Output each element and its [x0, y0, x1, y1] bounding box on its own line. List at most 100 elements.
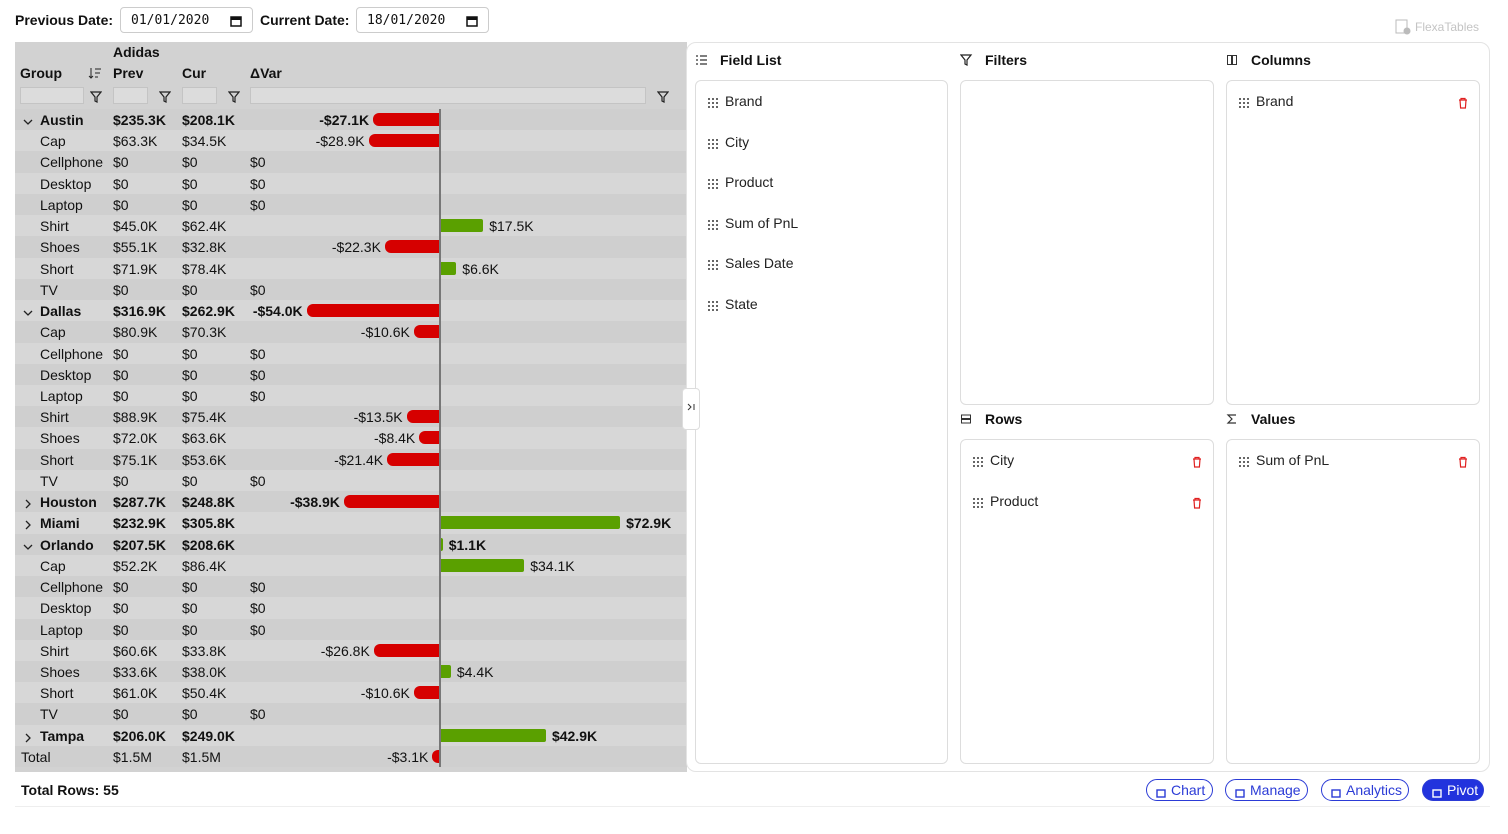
var-cell: $0 — [250, 345, 266, 362]
filters-icon — [959, 54, 973, 70]
group-cell: Laptop — [40, 196, 83, 213]
section-title: Field List — [720, 52, 782, 68]
previous-date-input[interactable]: 01/01/2020 — [120, 7, 253, 33]
group-cell: Cellphone — [40, 154, 104, 171]
row-background — [15, 682, 687, 704]
field-item[interactable]: Sum of PnL — [1256, 452, 1330, 468]
prev-cell: $75.1K — [113, 451, 158, 468]
prev-cell: $0 — [113, 154, 129, 171]
var-cell: $0 — [250, 600, 266, 617]
var-cell: $0 — [250, 579, 266, 596]
row-background — [15, 703, 687, 725]
collapse-chevron — [23, 730, 33, 746]
var-bar — [343, 495, 440, 509]
group-cell: Short — [40, 685, 74, 702]
columns-dropzone: Brand — [1226, 80, 1480, 405]
remove-icon-svg — [1193, 456, 1201, 468]
field-item[interactable]: City — [725, 133, 750, 150]
grip-icon — [707, 137, 719, 153]
cur-cell: $249.0K — [182, 727, 235, 744]
cur-cell: $0 — [182, 600, 198, 617]
var-bar — [373, 113, 440, 126]
filter-input[interactable] — [182, 87, 217, 104]
group-cell: TV — [40, 281, 58, 298]
field-item[interactable]: State — [725, 295, 758, 312]
cur-cell: $34.5K — [182, 133, 227, 150]
field_list-dropzone: Brand City Product Sum of PnL Sales Date Stat… — [695, 80, 948, 764]
expand-chevron — [23, 114, 33, 130]
field-item[interactable]: City — [990, 452, 1015, 468]
footer-button[interactable]: Pivot — [1422, 779, 1484, 801]
field-item[interactable]: Product — [725, 174, 774, 190]
footer-button[interactable]: Analytics — [1321, 779, 1409, 801]
section-title: Values — [1251, 411, 1296, 427]
columns-icon-svg — [1227, 55, 1237, 65]
rows-dropzone: City Product — [960, 439, 1214, 764]
filter-input[interactable] — [250, 87, 646, 104]
var-label: $6.6K — [462, 260, 499, 277]
button-label: Analytics — [1346, 782, 1403, 798]
current-date-input[interactable]: 18/01/2020 — [356, 7, 489, 33]
footer-button[interactable]: Chart — [1146, 779, 1213, 801]
var-bar — [419, 431, 440, 445]
prev-cell: $287.7K — [113, 494, 166, 511]
group-cell: Houston — [40, 494, 97, 511]
group-cell: Cellphone — [40, 345, 104, 362]
grip-icon-svg — [1239, 98, 1249, 108]
cur-cell: $0 — [182, 281, 198, 298]
cur-cell: $0 — [182, 579, 198, 596]
total-rows: Total Rows: 55 — [21, 782, 119, 798]
var-label: $1.1K — [448, 536, 487, 553]
field-item[interactable]: Brand — [1256, 93, 1294, 109]
collapse-chevron — [23, 517, 33, 533]
grip-icon — [707, 299, 719, 315]
field-item[interactable]: Brand — [725, 93, 763, 109]
cur-cell: $78.4K — [182, 260, 227, 277]
filter-input[interactable] — [113, 87, 148, 104]
grip-icon — [972, 455, 984, 471]
grip-icon-svg — [708, 179, 718, 189]
var-cell: $0 — [250, 387, 266, 404]
group-cell: Dallas — [40, 303, 82, 320]
var-cell: $0 — [250, 175, 266, 192]
footer-button[interactable]: Manage — [1225, 779, 1308, 801]
button-icon — [1432, 784, 1443, 804]
field-item[interactable]: Sales Date — [725, 255, 794, 271]
prev-cell: $1.5M — [113, 748, 152, 765]
cur-cell: $0 — [182, 706, 198, 723]
grip-icon — [707, 218, 719, 234]
var-bar — [406, 410, 440, 424]
var-bar — [384, 240, 440, 254]
expand-chevron — [23, 305, 33, 321]
var-cell: $0 — [250, 621, 266, 638]
filter-input[interactable] — [20, 87, 84, 104]
filter-icon-svg — [89, 91, 103, 103]
row-background — [15, 406, 687, 428]
var-label: -$54.0K — [252, 303, 303, 320]
field-item[interactable]: Product — [990, 492, 1039, 509]
field-item[interactable]: Sum of PnL — [725, 214, 799, 231]
row-background — [15, 342, 687, 364]
filter-icon — [656, 90, 670, 106]
prev-cell: $71.9K — [113, 260, 158, 277]
row-background — [15, 639, 687, 661]
sort-icon-svg — [88, 68, 101, 79]
var-label: -$13.5K — [353, 409, 403, 426]
cur-cell: $70.3K — [182, 324, 227, 341]
var-bar — [413, 325, 440, 339]
collapse-handle[interactable] — [682, 388, 700, 430]
var-label: -$8.4K — [374, 430, 416, 447]
var-label: -$27.1K — [319, 112, 370, 128]
button-icon-svg — [1235, 789, 1245, 798]
button-icon — [1156, 784, 1167, 804]
group-cell: Desktop — [40, 600, 92, 617]
prev-cell: $52.2K — [113, 557, 158, 574]
row-background — [15, 660, 687, 683]
prev-cell: $0 — [113, 281, 129, 298]
var-bar — [387, 452, 440, 466]
field_list-icon-svg — [696, 55, 707, 65]
group-cell: Desktop — [40, 175, 92, 192]
group-cell: Shoes — [40, 430, 80, 447]
prev-cell: $72.0K — [113, 430, 158, 447]
prev-cell: $206.0K — [113, 727, 166, 744]
